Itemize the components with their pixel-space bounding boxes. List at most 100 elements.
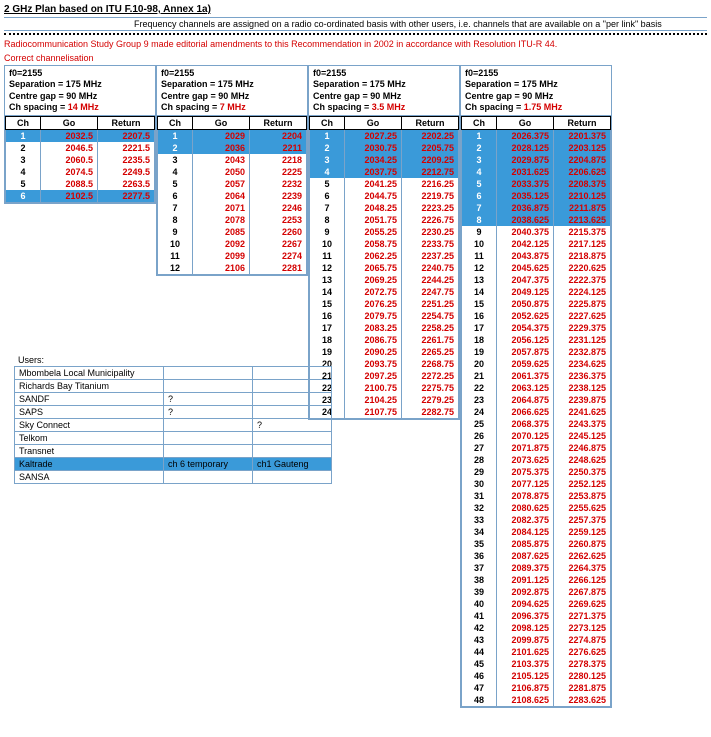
channel-row: 382091.1252266.125 [462, 574, 611, 586]
channel-row: 462105.1252280.125 [462, 670, 611, 682]
subtitle-text: Frequency channels are assigned on a rad… [134, 19, 662, 29]
channel-row: 272071.8752246.875 [462, 442, 611, 454]
channel-row: 12026.3752201.375 [462, 130, 611, 143]
channel-row: 362087.6252262.625 [462, 550, 611, 562]
channel-row: 112062.252237.25 [310, 250, 459, 262]
channel-row: 720712246 [158, 202, 307, 214]
channel-row: 820782253 [158, 214, 307, 226]
correct-label: Correct channelisation [4, 53, 707, 63]
user-row: Richards Bay Titanium [15, 380, 332, 393]
plan-header: f0=2155Separation = 175 MHzCentre gap = … [157, 66, 307, 116]
channel-table: ChGoReturn120292204220362211320432218420… [157, 116, 307, 275]
channel-row: 332082.3752257.375 [462, 514, 611, 526]
users-block: Users: Mbombela Local MunicipalityRichar… [14, 354, 332, 484]
divider [4, 33, 707, 35]
channel-row: 920852260 [158, 226, 307, 238]
channel-row: 420502225 [158, 166, 307, 178]
user-row: SANSA [15, 471, 332, 484]
channel-row: 32034.252209.25 [310, 154, 459, 166]
plan-header: f0=2155Separation = 175 MHzCentre gap = … [5, 66, 155, 116]
channel-row: 372089.3752264.375 [462, 562, 611, 574]
plan-header: f0=2155Separation = 175 MHzCentre gap = … [309, 66, 459, 116]
channel-row: 1221062281 [158, 262, 307, 275]
channel-row: 62035.1252210.125 [462, 190, 611, 202]
channel-table: ChGoReturn12026.3752201.37522028.1252203… [461, 116, 611, 707]
channel-row: 52033.3752208.375 [462, 178, 611, 190]
channel-row: 352085.8752260.875 [462, 538, 611, 550]
channel-row: 72036.8752211.875 [462, 202, 611, 214]
channel-row: 1120992274 [158, 250, 307, 262]
channel-row: 162079.752254.75 [310, 310, 459, 322]
channel-row: 102058.752233.75 [310, 238, 459, 250]
channel-row: 422098.1252273.125 [462, 622, 611, 634]
channel-row: 172054.3752229.375 [462, 322, 611, 334]
plan-header: f0=2155Separation = 175 MHzCentre gap = … [461, 66, 611, 116]
channel-row: 232064.8752239.875 [462, 394, 611, 406]
users-label: Users: [14, 354, 72, 366]
channel-row: 202059.6252234.625 [462, 358, 611, 370]
channel-row: 42074.52249.5 [6, 166, 155, 178]
channel-row: 142072.752247.75 [310, 286, 459, 298]
channel-row: 482108.6252283.625 [462, 694, 611, 707]
channel-row: 22046.52221.5 [6, 142, 155, 154]
channel-row: 322080.6252255.625 [462, 502, 611, 514]
channel-row: 1020922267 [158, 238, 307, 250]
channel-row: 82051.752226.75 [310, 214, 459, 226]
channel-row: 192057.8752232.875 [462, 346, 611, 358]
channel-row: 102042.1252217.125 [462, 238, 611, 250]
channel-row: 432099.8752274.875 [462, 634, 611, 646]
channel-row: 122045.6252220.625 [462, 262, 611, 274]
editorial-note: Radiocommunication Study Group 9 made ed… [4, 39, 707, 49]
channel-row: 162052.6252227.625 [462, 310, 611, 322]
channel-row: 82038.6252213.625 [462, 214, 611, 226]
channel-row: 620642239 [158, 190, 307, 202]
channel-row: 472106.8752281.875 [462, 682, 611, 694]
user-row: SAPS? [15, 406, 332, 419]
channel-row: 152076.252251.25 [310, 298, 459, 310]
channel-row: 152050.8752225.875 [462, 298, 611, 310]
channel-row: 32029.8752204.875 [462, 154, 611, 166]
user-row: Mbombela Local Municipality [15, 367, 332, 380]
channel-row: 172083.252258.25 [310, 322, 459, 334]
channel-row: 442101.6252276.625 [462, 646, 611, 658]
plan-column: f0=2155Separation = 175 MHzCentre gap = … [156, 65, 308, 276]
channel-table: ChGoReturn12032.52207.522046.52221.53206… [5, 116, 155, 203]
channel-row: 12032.52207.5 [6, 130, 155, 143]
page-title: 2 GHz Plan based on ITU F.10-98, Annex 1… [4, 4, 707, 15]
channel-row: 282073.6252248.625 [462, 454, 611, 466]
user-row: Kaltradech 6 temporarych1 Gauteng [15, 458, 332, 471]
channel-row: 52041.252216.25 [310, 178, 459, 190]
plan-column: f0=2155Separation = 175 MHzCentre gap = … [460, 65, 612, 708]
channel-row: 222063.1252238.125 [462, 382, 611, 394]
channel-row: 402094.6252269.625 [462, 598, 611, 610]
channel-row: 72048.252223.25 [310, 202, 459, 214]
channel-row: 132069.252244.25 [310, 274, 459, 286]
user-row: Transnet [15, 445, 332, 458]
users-table: Mbombela Local MunicipalityRichards Bay … [14, 366, 332, 484]
channel-row: 120292204 [158, 130, 307, 143]
channel-row: 42037.752212.75 [310, 166, 459, 178]
channel-row: 292075.3752250.375 [462, 466, 611, 478]
channel-row: 412096.3752271.375 [462, 610, 611, 622]
user-row: Sky Connect? [15, 419, 332, 432]
channel-row: 142049.1252224.125 [462, 286, 611, 298]
channel-row: 320432218 [158, 154, 307, 166]
channel-row: 392092.8752267.875 [462, 586, 611, 598]
channel-row: 252068.3752243.375 [462, 418, 611, 430]
channel-row: 52088.52263.5 [6, 178, 155, 190]
subtitle-row: Frequency channels are assigned on a rad… [4, 17, 707, 31]
channel-row: 32060.52235.5 [6, 154, 155, 166]
channel-row: 62044.752219.75 [310, 190, 459, 202]
channel-row: 92040.3752215.375 [462, 226, 611, 238]
channel-row: 182086.752261.75 [310, 334, 459, 346]
channel-row: 132047.3752222.375 [462, 274, 611, 286]
channel-row: 342084.1252259.125 [462, 526, 611, 538]
channel-row: 312078.8752253.875 [462, 490, 611, 502]
channel-row: 122065.752240.75 [310, 262, 459, 274]
plan-column: f0=2155Separation = 175 MHzCentre gap = … [4, 65, 156, 204]
channel-row: 92055.252230.25 [310, 226, 459, 238]
channel-row: 42031.6252206.625 [462, 166, 611, 178]
channel-row: 520572232 [158, 178, 307, 190]
channel-row: 22028.1252203.125 [462, 142, 611, 154]
channel-row: 302077.1252252.125 [462, 478, 611, 490]
